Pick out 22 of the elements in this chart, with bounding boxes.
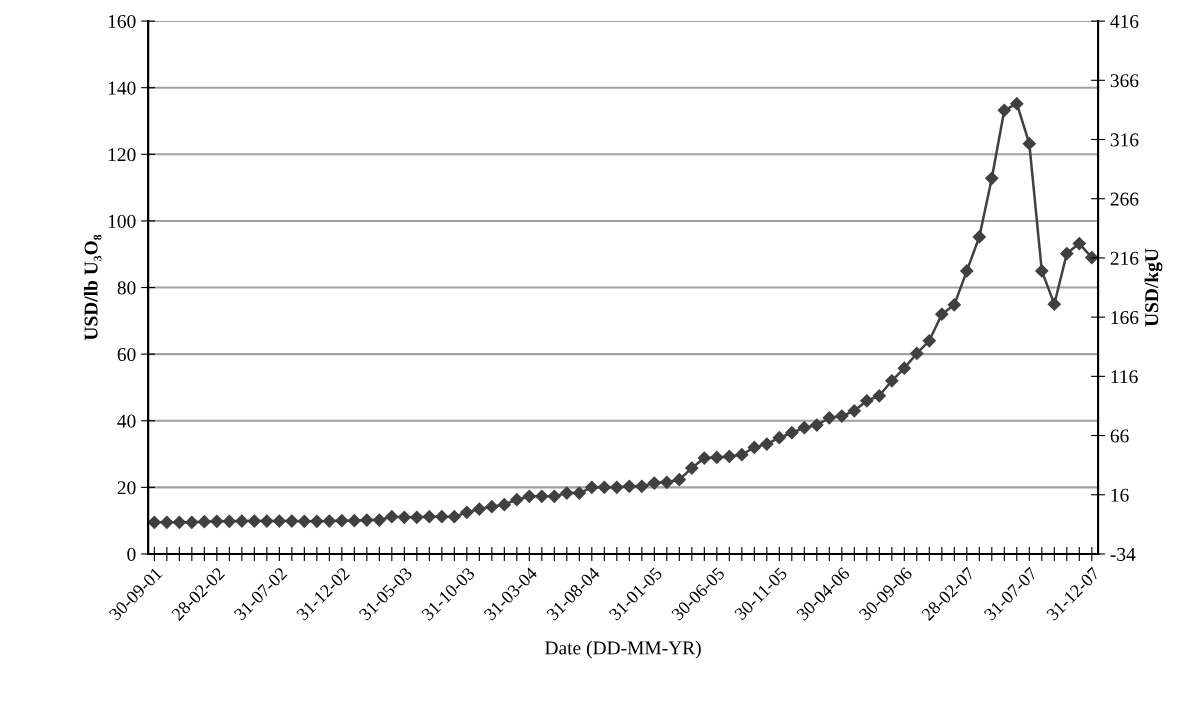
y2-tick-label: 416	[1110, 14, 1139, 29]
y2-tick-label: 66	[1110, 429, 1129, 443]
y2-tick-label: 366	[1110, 74, 1139, 88]
y-tick-label: 140	[108, 81, 136, 95]
y2-tick-label: 316	[1110, 133, 1139, 147]
y-tick-label: 20	[117, 481, 136, 495]
y2-tick-label: 116	[1111, 370, 1138, 384]
y2-tick-label: -34	[1110, 547, 1136, 561]
y-axis-title: USD/lb U₃O₈	[83, 234, 102, 341]
x-axis-title: Date (DD-MM-YR)	[545, 640, 701, 659]
y-tick-label: 0	[127, 547, 136, 561]
y2-tick-label: 216	[1110, 251, 1139, 265]
y-tick-label: 120	[108, 148, 136, 162]
y-tick-label: 60	[117, 347, 136, 362]
y2-tick-label: 266	[1110, 192, 1139, 206]
y-tick-label: 160	[108, 14, 136, 29]
y2-tick-label: 16	[1111, 488, 1129, 502]
y2-axis-title: USD/kgU	[1144, 248, 1163, 327]
y-tick-label: 100	[108, 214, 136, 228]
y-tick-label: 40	[117, 414, 136, 428]
y-tick-label: 80	[117, 281, 136, 295]
y2-tick-label: 166	[1111, 311, 1139, 325]
